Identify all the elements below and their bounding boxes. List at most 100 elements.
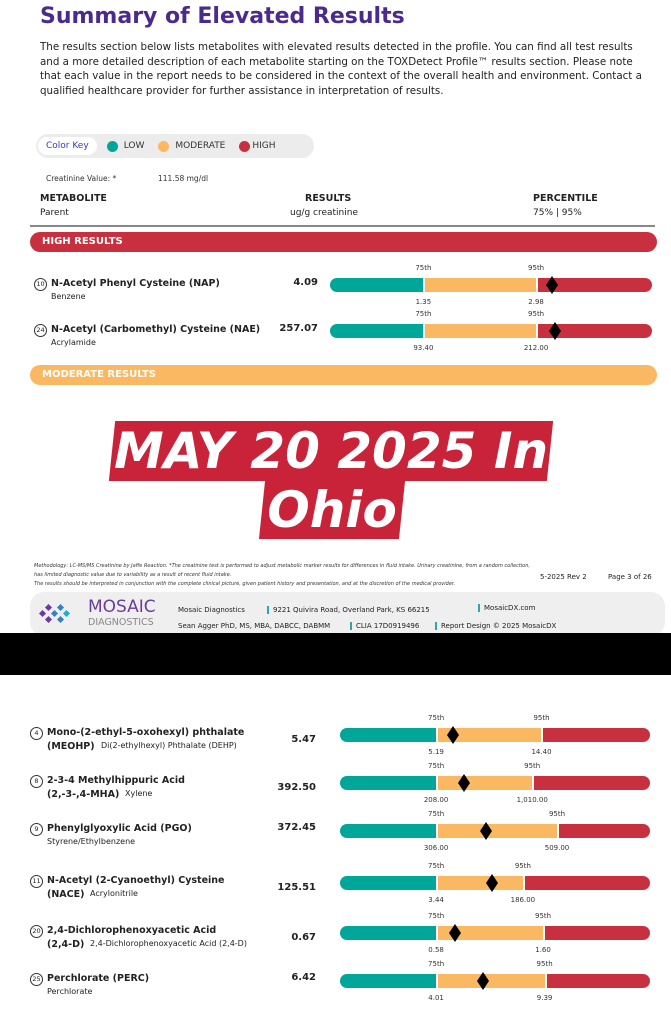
- moderate-segment: [423, 324, 537, 338]
- high-label: HIGH: [252, 141, 276, 151]
- percentile-bar: [340, 924, 650, 942]
- metabolite-name-text: 2-3-4 Methylhippuric Acid: [47, 775, 185, 786]
- parent-compound: Xylene: [125, 789, 153, 798]
- p75-label: 75th: [428, 714, 445, 722]
- result-value: 257.07: [279, 323, 318, 334]
- moderate-segment: [436, 876, 523, 890]
- result-marker-icon: [448, 924, 461, 942]
- footer: MOSAIC DIAGNOSTICS Mosaic Diagnostics 92…: [30, 592, 665, 636]
- percentile-sub: 75% | 95%: [533, 208, 582, 218]
- moderate-label: MODERATE: [175, 141, 226, 151]
- low-segment: [340, 974, 437, 988]
- percentile-header: PERCENTILE: [533, 193, 598, 204]
- high-segment: [536, 324, 652, 338]
- result-row: 4 Mono-(2-ethyl-5-oxohexyl) phthalate (ME…: [0, 714, 671, 764]
- percentile-bar: [340, 874, 650, 892]
- moderate-segment: [436, 926, 544, 940]
- result-marker-icon: [458, 774, 470, 792]
- parent-header: Parent: [40, 208, 69, 218]
- metabolite-name-text: Phenylglyoxylic Acid (PGO): [47, 823, 192, 834]
- p95-label: 95th: [514, 862, 531, 870]
- percentile-bar: [330, 276, 652, 294]
- p95-value: 14.40: [531, 748, 552, 756]
- moderate-results-band: MODERATE RESULTS: [30, 365, 657, 385]
- banner-line1: MAY 20 2025 In: [113, 422, 549, 480]
- percentile-bar: [340, 774, 650, 792]
- low-segment: [330, 278, 424, 292]
- result-value: 372.45: [277, 822, 316, 833]
- metabolite-number-badge: 24: [34, 324, 47, 337]
- moderate-segment: [436, 728, 542, 742]
- metabolite-number-badge: 25: [30, 973, 43, 986]
- metabolite-abbrev: (NACE): [47, 889, 85, 900]
- result-row: 8 2-3-4 Methylhippuric Acid (2,-3-,4-MHA)…: [0, 762, 671, 812]
- p75-value: 4.01: [428, 994, 444, 1002]
- p75-value: 5.19: [428, 748, 444, 756]
- company-name: Mosaic Diagnostics: [178, 606, 245, 614]
- divider: [30, 225, 655, 227]
- p75-label: 75th: [428, 960, 445, 968]
- metabolite-name: N-Acetyl Phenyl Cysteine (NAP): [51, 277, 220, 291]
- p95-value: 1.60: [535, 946, 551, 954]
- methodology-text: Methodology: LC-MS/MS Creatinine by Jaff…: [34, 563, 530, 578]
- moderate-segment: [436, 974, 545, 988]
- result-row: 10 N-Acetyl Phenyl Cysteine (NAP) Benzen…: [0, 264, 671, 314]
- result-row: 25 Perchlorate (PERC) Perchlorate 6.42 7…: [0, 960, 671, 1010]
- director: Sean Agger PhD, MS, MBA, DABCC, DABMM: [178, 622, 331, 630]
- result-marker-icon: [476, 972, 489, 990]
- metabolite-name-text: Mono-(2-ethyl-5-oxohexyl) phthalate: [47, 727, 245, 738]
- p75-label: 75th: [428, 810, 445, 818]
- intro-text: The results section below lists metaboli…: [40, 41, 642, 97]
- moderate-segment: [436, 824, 557, 838]
- p75-value: 0.58: [428, 946, 444, 954]
- moderate-segment: [436, 776, 533, 790]
- percentile-bar: [330, 322, 652, 340]
- metabolite-name-text: N-Acetyl Phenyl Cysteine (NAP): [51, 278, 220, 289]
- p75-label: 75th: [415, 310, 432, 318]
- methodology-note: Methodology: LC-MS/MS Creatinine by Jaff…: [34, 562, 534, 589]
- creatinine-label: Creatinine Value: *: [46, 174, 117, 183]
- result-value: 392.50: [277, 782, 316, 793]
- low-segment: [330, 324, 424, 338]
- parent-compound: Benzene: [51, 292, 86, 301]
- percentile-bar: [340, 726, 650, 744]
- units-header: ug/g creatinine: [290, 208, 359, 218]
- p75-label: 75th: [428, 762, 445, 770]
- color-key-label: Color Key: [38, 137, 97, 155]
- methodology-text-2: The results should be interpreted in con…: [34, 581, 456, 587]
- p75-value: 306.00: [423, 844, 449, 852]
- low-segment: [340, 776, 437, 790]
- p95-label: 95th: [535, 912, 552, 920]
- result-value: 5.47: [291, 734, 316, 745]
- high-results-band: HIGH RESULTS: [30, 232, 657, 252]
- result-row: 9 Phenylglyoxylic Acid (PGO) Styrene/Eth…: [0, 810, 671, 860]
- parent-compound: Perchlorate: [47, 987, 93, 996]
- metabolite-name: 2,4-Dichlorophenoxyacetic Acid(2,4-D) (2…: [47, 924, 216, 952]
- report-design: Report Design © 2025 MosaicDX: [435, 622, 556, 630]
- metabolite-number-badge: 10: [34, 278, 47, 291]
- metabolite-number-badge: 8: [30, 775, 43, 788]
- metabolite-header: METABOLITE: [40, 193, 107, 204]
- p95-label: 95th: [536, 960, 553, 968]
- metabolite-name: Mono-(2-ethyl-5-oxohexyl) phthalate (MEOH…: [47, 726, 244, 754]
- parent-compound: Styrene/Ethylbenzene: [47, 837, 136, 846]
- result-marker-icon: [549, 322, 562, 340]
- metabolite-name: N-Acetyl (2-Cyanoethyl) Cysteine(NACE) (…: [47, 874, 225, 902]
- revision: 5-2025 Rev 2: [540, 573, 587, 581]
- metabolite-name-text: 2,4-Dichlorophenoxyacetic Acid: [47, 925, 217, 936]
- high-dot-icon: [239, 140, 251, 152]
- website-link[interactable]: MosaicDX.com: [478, 604, 535, 612]
- metabolite-name-text: N-Acetyl (Carbomethyl) Cysteine (NAE): [51, 324, 261, 335]
- result-marker-icon: [447, 726, 460, 744]
- high-segment: [532, 776, 650, 790]
- metabolite-abbrev: (2,4-D): [47, 939, 85, 950]
- creatinine-value: 111.58 mg/dl: [158, 174, 209, 183]
- address: 9221 Quivira Road, Overland Park, KS 662…: [267, 606, 430, 614]
- banner-line2: Ohio: [267, 481, 397, 539]
- low-segment: [340, 824, 437, 838]
- parent-compound: Acrylonitrile: [90, 889, 138, 898]
- parent-compound: 2,4-Dichlorophenoxyacetic Acid (2,4-D): [90, 939, 247, 948]
- low-segment: [340, 926, 437, 940]
- high-segment: [544, 974, 650, 988]
- date-banner: MAY 20 2025 In: [108, 421, 554, 481]
